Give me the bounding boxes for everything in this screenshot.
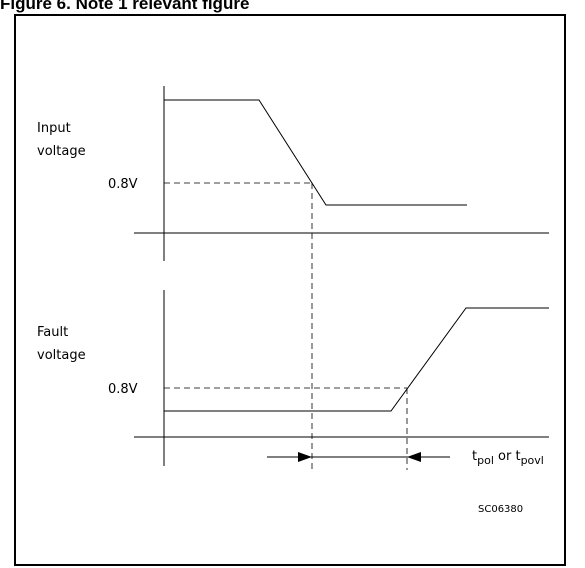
t2-sub: povl: [521, 454, 544, 467]
t1-sub: pol: [477, 454, 494, 467]
figure-caption: Figure 6. Note 1 relevant figure: [0, 0, 250, 13]
t1-main: t: [472, 449, 477, 464]
or-text: or: [494, 449, 516, 464]
timing-arrowhead-left: [298, 452, 312, 462]
input-voltage-waveform: [164, 99, 467, 206]
timing-label: tpol or tpovl: [472, 449, 544, 467]
input-threshold-label: 0.8V: [108, 177, 138, 192]
figure-frame: [14, 14, 566, 566]
input-label-line2: voltage: [37, 144, 86, 159]
input-label-line1: Input: [37, 121, 71, 136]
fault-label-line2: voltage: [37, 348, 86, 363]
t2-main: t: [515, 449, 520, 464]
fault-voltage-waveform: [164, 307, 549, 412]
figure-ref-code: SC06380: [478, 504, 523, 515]
fault-threshold-label: 0.8V: [108, 382, 138, 397]
timing-arrowhead-right: [407, 452, 421, 462]
fault-label-line1: Fault: [37, 325, 68, 340]
